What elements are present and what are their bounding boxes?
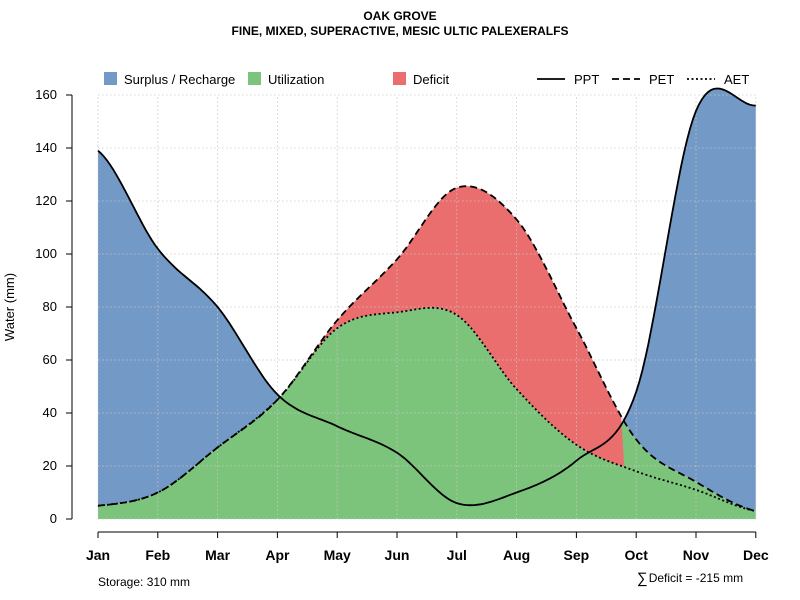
- deficit-total-label: ∑Deficit = -215 mm: [637, 570, 743, 587]
- x-tick-label: Mar: [205, 547, 230, 563]
- y-tick-label: 140: [35, 140, 57, 155]
- chart-subtitle: FINE, MIXED, SUPERACTIVE, MESIC ULTIC PA…: [231, 24, 569, 38]
- legend-swatch: [104, 72, 117, 85]
- axes: 0 20 40 60 80 100 120 140 160 Water (mm) Jan Feb Mar…: [2, 87, 769, 563]
- deficit-area: [277, 186, 625, 467]
- chart-title: OAK GROVE: [363, 9, 437, 23]
- legend-label: AET: [724, 72, 749, 87]
- x-tick-label: Jan: [86, 547, 110, 563]
- legend: Surplus / Recharge Utilization Deficit PPT P…: [104, 72, 749, 87]
- x-tick-label: Apr: [265, 547, 290, 563]
- storage-label: Storage: 310 mm: [98, 575, 191, 589]
- surplus-area: [98, 88, 756, 512]
- sigma-icon: ∑: [637, 570, 648, 587]
- y-tick-label: 60: [43, 352, 57, 367]
- legend-swatch: [248, 72, 261, 85]
- y-tick-label: 20: [43, 458, 57, 473]
- x-tick-label: Feb: [145, 547, 170, 563]
- legend-swatch: [393, 72, 406, 85]
- legend-label: PET: [649, 72, 674, 87]
- x-tick-label: May: [324, 547, 351, 563]
- legend-label: PPT: [574, 72, 599, 87]
- x-tick-label: Nov: [683, 547, 710, 563]
- x-tick-label: Sep: [564, 547, 590, 563]
- x-tick-label: Oct: [625, 547, 649, 563]
- y-tick-label: 0: [50, 511, 57, 526]
- x-tick-label: Jul: [447, 547, 467, 563]
- legend-label: Deficit: [413, 72, 450, 87]
- series-line-pet: [97, 185, 757, 512]
- deficit-total-text: Deficit = -215 mm: [648, 571, 744, 585]
- legend-label: Surplus / Recharge: [124, 72, 235, 87]
- y-tick-label: 80: [43, 299, 57, 314]
- series-line-ppt: [97, 87, 756, 507]
- x-tick-label: Jun: [385, 547, 410, 563]
- y-tick-label: 100: [35, 246, 57, 261]
- series-lines: [97, 87, 757, 512]
- y-tick-label: 160: [35, 87, 57, 102]
- series-line-aet: [97, 306, 756, 512]
- x-tick-label: Dec: [743, 547, 769, 563]
- x-tick-label: Aug: [503, 547, 530, 563]
- y-tick-label: 120: [35, 193, 57, 208]
- area-fills: [98, 88, 756, 519]
- y-tick-label: 40: [43, 405, 57, 420]
- y-axis-label: Water (mm): [2, 273, 17, 341]
- legend-label: Utilization: [268, 72, 324, 87]
